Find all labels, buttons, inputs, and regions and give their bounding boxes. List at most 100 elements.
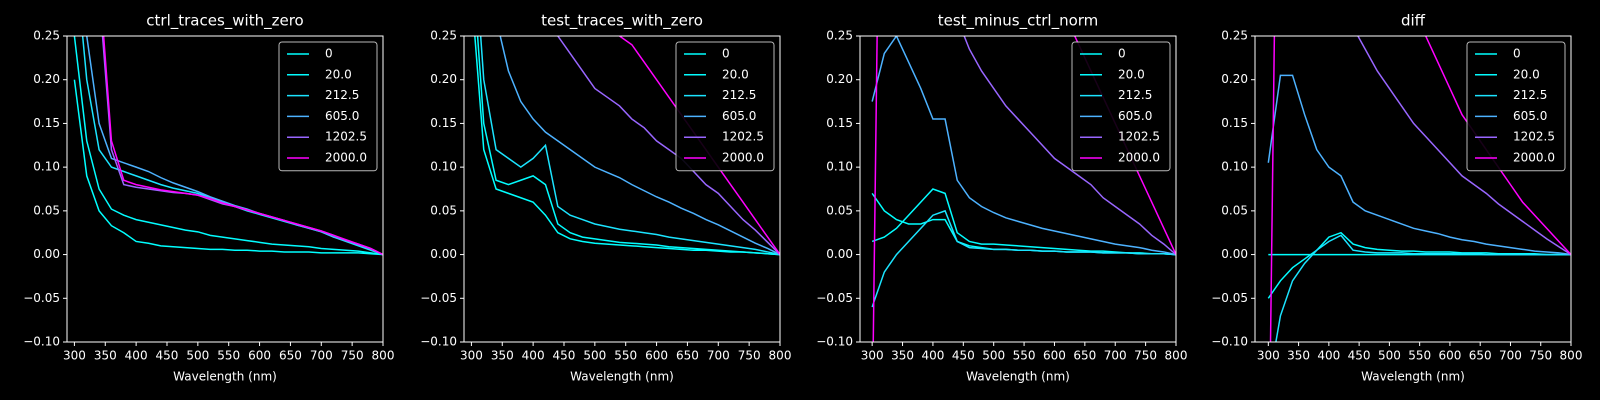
x-tick-label: 700	[707, 349, 730, 363]
y-tick-label: 0.20	[430, 72, 457, 86]
plot-lines	[73, 36, 383, 256]
y-tick-label: −0.10	[816, 335, 853, 349]
y-tick-label: 0.05	[826, 203, 853, 217]
x-tick-label: 600	[248, 349, 271, 363]
trace-line	[963, 36, 1176, 256]
trace-line	[476, 36, 780, 256]
trace-line	[871, 192, 1176, 256]
plot-lines	[1267, 36, 1571, 342]
y-tick-label: −0.05	[23, 291, 60, 305]
x-tick-label: 400	[125, 349, 148, 363]
axes-frame	[1254, 35, 1572, 343]
subplot: ctrl_traces_with_zero Wavelength (nm) 300 3…	[23, 12, 395, 384]
legend: 0 20.0 212.5 605.0 1202.5 2000.0	[1071, 41, 1171, 172]
x-tick-label: 800	[372, 349, 395, 363]
y-tick-label: 0.15	[1221, 116, 1248, 130]
x-tick-label: 550	[1408, 349, 1431, 363]
legend-label: 1202.5	[722, 130, 764, 144]
x-tick-label: 500	[583, 349, 606, 363]
x-tick-label: 800	[1165, 349, 1188, 363]
y-tick-label: 0.25	[33, 29, 60, 43]
trace-line	[1275, 234, 1571, 342]
legend-label: 0	[325, 47, 333, 61]
legend: 0 20.0 212.5 605.0 1202.5 2000.0	[675, 41, 775, 172]
trace-line	[73, 79, 383, 256]
plot-lines	[474, 36, 780, 256]
x-axis-label: Wavelength (nm)	[173, 370, 277, 384]
chart-title: test_minus_ctrl_norm	[938, 12, 1099, 31]
legend-label: 212.5	[722, 88, 756, 102]
legend-label: 20.0	[325, 67, 352, 81]
y-tick-label: 0.05	[33, 203, 60, 217]
y-tick-label: 0.00	[33, 247, 60, 261]
legend-label: 212.5	[1513, 88, 1547, 102]
x-tick-label: 700	[1104, 349, 1127, 363]
legend-label: 0	[1513, 47, 1521, 61]
x-tick-label: 400	[522, 349, 545, 363]
x-tick-label: 650	[1073, 349, 1096, 363]
x-tick-label: 600	[645, 349, 668, 363]
chart-title: diff	[1401, 12, 1426, 30]
legend-label: 2000.0	[325, 151, 367, 165]
legend: 0 20.0 212.5 605.0 1202.5 2000.0	[278, 41, 378, 172]
y-tick-label: 0.00	[826, 247, 853, 261]
x-tick-label: 400	[921, 349, 944, 363]
x-tick-label: 550	[1013, 349, 1036, 363]
legend-label: 605.0	[1118, 109, 1152, 123]
legend-label: 0	[722, 47, 730, 61]
legend-label: 1202.5	[1118, 130, 1160, 144]
trace-line	[102, 36, 383, 256]
x-tick-label: 450	[156, 349, 179, 363]
trace-line	[73, 36, 383, 256]
y-tick-label: 0.05	[1221, 203, 1248, 217]
legend-label: 2000.0	[722, 151, 764, 165]
legend-label: 605.0	[325, 109, 359, 123]
axes-frame	[859, 35, 1177, 343]
x-tick-label: 500	[1378, 349, 1401, 363]
x-tick-label: 750	[1529, 349, 1552, 363]
x-axis-label: Wavelength (nm)	[570, 370, 674, 384]
y-tick-label: 0.05	[430, 203, 457, 217]
trace-line	[1267, 74, 1571, 256]
y-tick-label: 0.15	[826, 116, 853, 130]
x-tick-label: 450	[1348, 349, 1371, 363]
trace-line	[1357, 36, 1571, 256]
x-axis-label: Wavelength (nm)	[1361, 370, 1465, 384]
y-tick-label: −0.10	[1211, 335, 1248, 349]
trace-line	[499, 36, 780, 256]
trace-line	[871, 36, 1176, 256]
x-tick-label: 300	[63, 349, 86, 363]
trace-line	[85, 36, 383, 256]
trace-line	[474, 36, 780, 256]
trace-line	[871, 209, 1176, 308]
x-tick-label: 350	[94, 349, 117, 363]
trace-line	[1267, 231, 1571, 299]
legend-label: 2000.0	[1513, 151, 1555, 165]
y-tick-label: 0.25	[1221, 29, 1248, 43]
y-tick-label: 0.10	[826, 160, 853, 174]
y-tick-label: 0.00	[430, 247, 457, 261]
chart-title: ctrl_traces_with_zero	[146, 12, 303, 31]
x-tick-label: 350	[891, 349, 914, 363]
subplot: test_minus_ctrl_norm Wavelength (nm) 300 35…	[816, 12, 1188, 384]
legend-label: 1202.5	[325, 130, 367, 144]
x-tick-label: 450	[553, 349, 576, 363]
y-tick-label: 0.15	[430, 116, 457, 130]
subplot: diff Wavelength (nm) 300 350 400 450 500 550 600…	[1211, 12, 1582, 384]
trace-line	[618, 36, 780, 256]
y-tick-label: −0.10	[23, 335, 60, 349]
trace-line	[479, 36, 780, 256]
y-tick-label: 0.10	[430, 160, 457, 174]
subplot: test_traces_with_zero Wavelength (nm) 300 3…	[420, 12, 791, 384]
x-tick-label: 750	[341, 349, 364, 363]
x-tick-label: 700	[310, 349, 333, 363]
y-tick-label: 0.15	[33, 116, 60, 130]
legend-label: 20.0	[722, 67, 749, 81]
legend-label: 20.0	[1513, 67, 1540, 81]
x-tick-label: 350	[1287, 349, 1310, 363]
x-tick-label: 350	[491, 349, 514, 363]
x-tick-label: 300	[460, 349, 483, 363]
y-tick-label: −0.05	[420, 291, 457, 305]
